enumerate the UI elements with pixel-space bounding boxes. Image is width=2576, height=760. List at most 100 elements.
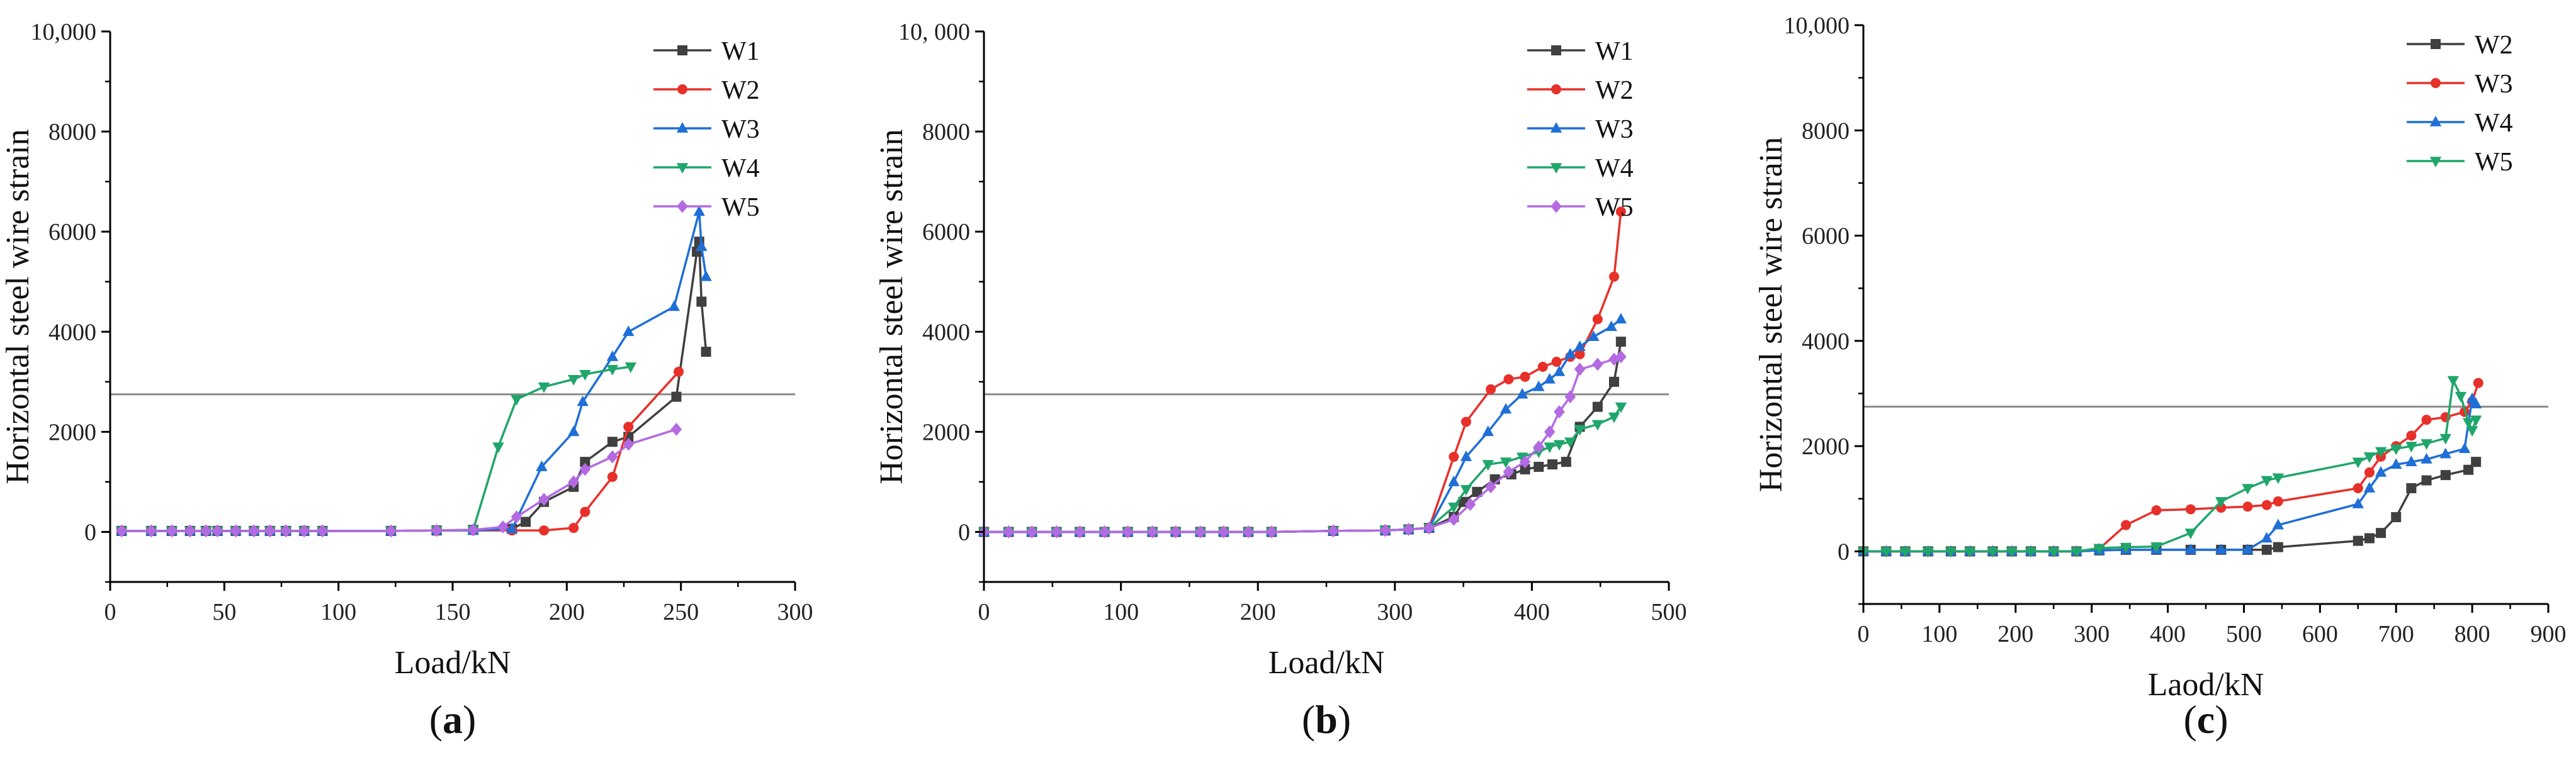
data-point-w1-19	[580, 457, 590, 467]
y-axis-title: Horizontal steel wire strain	[874, 129, 910, 484]
data-point-w3-20	[2364, 467, 2375, 478]
data-point-w2-20	[623, 422, 634, 432]
series-line-w3	[984, 318, 1622, 534]
data-point-w1-28	[1608, 376, 1619, 387]
data-point-w3-14	[2185, 504, 2196, 515]
data-point-w5-14	[2184, 528, 2197, 540]
data-point-w5-11	[1243, 525, 1254, 539]
legend-label-w2: W2	[721, 76, 760, 105]
y-tick-label: 0	[84, 519, 96, 545]
series-w2	[979, 206, 1626, 537]
legend-marker-w3	[1550, 122, 1562, 133]
data-point-w1-19	[1472, 486, 1483, 497]
legend-marker-w4	[1550, 163, 1562, 174]
series-line-w5	[984, 355, 1622, 534]
legend-marker-w4	[676, 163, 689, 174]
data-point-w1-23	[1534, 462, 1544, 472]
data-point-w5-24	[2421, 439, 2432, 450]
data-point-w5-20	[1503, 465, 1515, 479]
legend-marker-w3	[2431, 78, 2441, 88]
x-axis-title: Laod/kN	[2148, 667, 2264, 703]
data-point-w5-4	[1945, 547, 1957, 558]
data-point-w3-16	[2242, 501, 2253, 512]
data-point-w4-25	[2439, 447, 2451, 459]
data-point-w2-21	[1520, 371, 1530, 382]
series-w3	[978, 313, 1627, 537]
data-point-w3-13	[2151, 505, 2162, 516]
data-point-w5-1	[1003, 525, 1014, 539]
data-point-w3-22	[1533, 380, 1545, 391]
data-point-w5-16	[511, 510, 523, 523]
y-tick-label: 4000	[1802, 328, 1850, 355]
y-tick-label: 2000	[922, 419, 970, 445]
data-point-w4-17	[1448, 502, 1460, 513]
data-point-w4-18	[1460, 485, 1472, 496]
data-point-w3-12	[2121, 520, 2132, 530]
series-line-w1	[984, 341, 1622, 534]
x-tick-label: 0	[105, 599, 116, 625]
series-line-w5	[121, 428, 677, 532]
data-point-w5-2	[1899, 547, 1911, 558]
data-point-w5-5	[1964, 547, 1976, 558]
data-point-w4-26	[1574, 425, 1586, 436]
data-point-w1-27	[1592, 401, 1603, 412]
data-point-w3-18	[2273, 496, 2283, 506]
legend-marker-w3	[676, 122, 689, 133]
data-point-w3-21	[668, 300, 680, 311]
data-point-w3-28	[2473, 377, 2483, 388]
data-point-w5-30	[2470, 415, 2482, 427]
data-point-w2-27	[1608, 271, 1619, 282]
data-point-w4-20	[2363, 482, 2376, 493]
y-tick-label: 6000	[48, 219, 96, 245]
legend-marker-w4	[2429, 116, 2442, 126]
series-w1	[116, 237, 711, 536]
series-w5	[978, 350, 1627, 539]
data-point-w5-19	[579, 462, 591, 476]
data-point-w5-10	[2070, 547, 2082, 558]
data-point-w4-17	[538, 382, 550, 393]
data-point-w5-26	[1574, 362, 1586, 376]
data-point-w5-27	[1592, 357, 1603, 371]
legend-marker-w5	[1551, 199, 1562, 213]
data-point-w5-7	[2006, 547, 2018, 558]
data-point-w1-26	[701, 347, 711, 357]
series-line-w2	[121, 371, 680, 532]
data-point-w3-23	[2406, 430, 2417, 441]
data-point-w5-29	[1615, 350, 1627, 364]
data-point-w5-17	[1448, 513, 1460, 526]
data-point-w5-10	[298, 524, 310, 538]
data-point-w5-18	[2272, 473, 2285, 484]
data-point-w4-17	[2261, 532, 2273, 543]
series-w5	[1857, 376, 2482, 558]
data-point-w4-24	[1553, 440, 1566, 451]
y-axis-title: Horizontal steel wire strain	[1753, 137, 1789, 493]
x-tick-label: 150	[435, 599, 471, 625]
x-tick-label: 250	[663, 599, 699, 625]
data-point-w5-17	[538, 493, 550, 506]
chart-panel-2: 0 100 200 300 400 500 0 2000 4000 6000 8000 10, 000…	[874, 19, 1687, 742]
data-point-w4-14	[2184, 543, 2197, 554]
data-point-w1-22	[671, 391, 682, 402]
x-tick-label: 500	[1651, 599, 1687, 625]
y-tick-label: 0	[958, 519, 970, 545]
series-w1	[979, 337, 1626, 537]
y-tick-label: 8000	[48, 119, 96, 145]
data-point-w4-22	[2390, 458, 2402, 469]
data-point-w2-17	[568, 523, 579, 534]
x-tick-label: 700	[2378, 621, 2414, 647]
data-point-w2-19	[2353, 535, 2363, 546]
data-point-w5-18	[1464, 498, 1476, 511]
data-point-w5-3	[1051, 525, 1063, 539]
data-point-w3-17	[1448, 475, 1460, 486]
data-point-w5-1	[145, 524, 157, 538]
series-w4	[1857, 392, 2482, 556]
data-point-w5-13	[431, 523, 443, 537]
data-point-w5-20	[2363, 452, 2376, 463]
data-point-w4-28	[2470, 398, 2482, 408]
panel-label: (b)	[1302, 697, 1351, 742]
data-point-w2-21	[674, 366, 684, 377]
data-point-w3-24	[700, 270, 712, 281]
data-point-w1-16	[521, 517, 531, 527]
data-point-w1-25	[696, 296, 707, 307]
x-tick-label: 100	[1921, 621, 1957, 647]
